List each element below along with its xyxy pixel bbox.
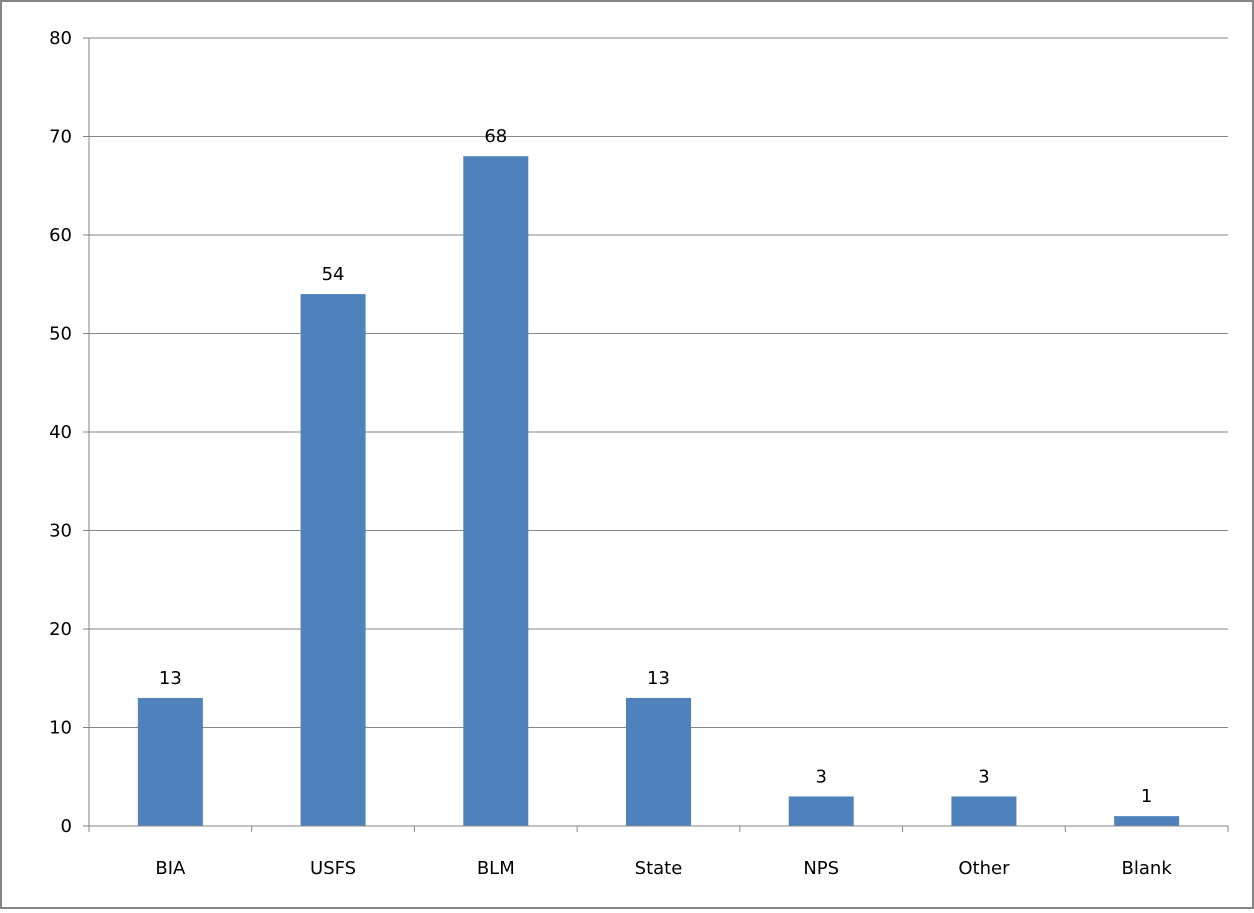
data-label: 3 bbox=[815, 766, 826, 787]
bar-usfs bbox=[300, 294, 366, 827]
bar-blank bbox=[1114, 816, 1180, 826]
axes bbox=[83, 37, 1229, 832]
y-tick-label: 40 bbox=[49, 422, 72, 443]
bar-state bbox=[626, 697, 691, 826]
x-tick-label: BLM bbox=[477, 858, 515, 879]
bar-other bbox=[951, 796, 1017, 826]
data-label: 68 bbox=[484, 126, 507, 147]
y-tick-label: 60 bbox=[49, 225, 72, 246]
bars bbox=[137, 156, 1180, 827]
x-tick-label: Blank bbox=[1122, 858, 1173, 879]
data-label: 13 bbox=[159, 668, 182, 689]
y-tick-label: 0 bbox=[61, 816, 72, 837]
data-labels: 13 54 68 13 3 3 1 bbox=[159, 126, 1152, 807]
y-tick-label: 50 bbox=[49, 324, 72, 345]
x-tick-label: State bbox=[635, 858, 683, 879]
y-tick-label: 20 bbox=[49, 619, 72, 640]
x-axis-tick-labels: BIA USFS BLM State NPS Other Blank bbox=[155, 858, 1172, 879]
data-label: 3 bbox=[978, 766, 989, 787]
y-tick-label: 30 bbox=[49, 521, 72, 542]
x-tick-label: BIA bbox=[155, 858, 186, 879]
bar-nps bbox=[788, 796, 854, 826]
y-tick-label: 70 bbox=[49, 127, 72, 148]
gridlines bbox=[89, 37, 1228, 728]
bar-bia bbox=[137, 697, 203, 826]
bar-blm bbox=[463, 156, 529, 826]
y-tick-label: 80 bbox=[49, 28, 72, 49]
y-tick-label: 10 bbox=[49, 718, 72, 739]
data-label: 13 bbox=[647, 668, 670, 689]
x-tick-label: USFS bbox=[310, 858, 356, 879]
x-tick-label: NPS bbox=[803, 858, 839, 879]
data-label: 54 bbox=[322, 264, 345, 285]
y-axis-tick-labels: 0 10 20 30 40 50 60 70 80 bbox=[49, 28, 72, 837]
data-label: 1 bbox=[1141, 786, 1152, 807]
x-tick-label: Other bbox=[958, 858, 1010, 879]
